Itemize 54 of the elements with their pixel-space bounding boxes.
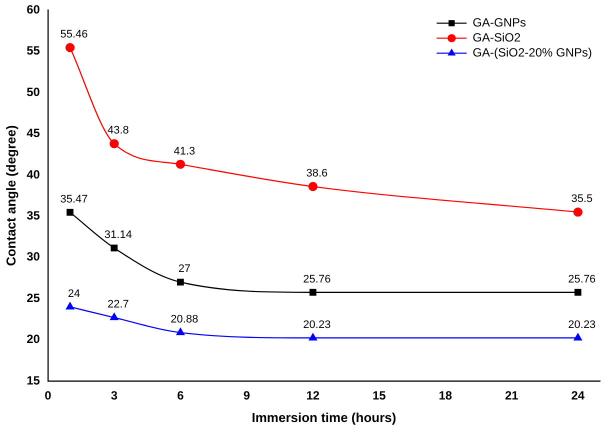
y-tick-label: 20 [26, 332, 40, 346]
data-label: 22.7 [107, 298, 129, 311]
point [110, 312, 118, 320]
data-label: 41.3 [174, 145, 196, 158]
x-tick-label: 0 [44, 388, 52, 403]
point [177, 278, 184, 286]
y-tick-label: 25 [26, 290, 40, 305]
data-label: 31.14 [104, 229, 132, 242]
point [110, 139, 119, 148]
point [176, 328, 185, 336]
data-label: 20.23 [303, 318, 331, 331]
point [66, 302, 74, 310]
data-label: 55.46 [60, 28, 88, 41]
data-label: 25.76 [568, 273, 596, 286]
data-label: 24 [68, 288, 80, 300]
data-label: 38.6 [306, 168, 328, 180]
legend-label: GA-GNPs [472, 16, 526, 30]
point [110, 244, 118, 252]
x-tick-label: 15 [372, 388, 386, 403]
y-tick-label: 60 [26, 2, 40, 17]
legend-label: GA-(SiO2-20% GNPs) [472, 46, 592, 60]
point [176, 160, 186, 169]
data-label: 27 [178, 263, 191, 276]
x-tick-label: 18 [438, 388, 452, 403]
x-tick-label: 3 [110, 388, 118, 403]
x-axis-title: Immersion time (hours) [252, 410, 396, 425]
data-label: 35.5 [571, 193, 593, 206]
y-tick-label: 30 [26, 250, 40, 264]
x-tick-label: 6 [177, 388, 184, 403]
data-label: 35.47 [60, 193, 88, 206]
legend-label: GA-SiO2 [472, 30, 521, 45]
x-tick-label: 9 [243, 388, 250, 403]
data-label: 20.23 [568, 318, 596, 331]
y-tick-label: 35 [26, 208, 40, 223]
x-tick-label: 24 [571, 388, 585, 403]
point [308, 182, 318, 192]
data-label: 43.8 [107, 124, 129, 137]
point [310, 288, 316, 296]
data-label: 25.76 [303, 273, 331, 286]
y-tick-label: 40 [26, 167, 40, 182]
y-axis-title: Contact angle (degree) [3, 125, 18, 266]
y-tick-label: 50 [26, 84, 40, 99]
y-tick-label: 55 [26, 44, 40, 58]
point [65, 43, 75, 52]
y-tick-label: 15 [26, 373, 40, 388]
x-tick-label: 21 [504, 388, 519, 403]
point [308, 333, 317, 341]
point [573, 207, 583, 217]
point [66, 208, 74, 216]
x-tick-label: 12 [306, 388, 320, 403]
point [574, 333, 582, 341]
data-label: 20.88 [170, 314, 198, 326]
point [574, 288, 582, 296]
y-tick-label: 45 [26, 126, 40, 140]
